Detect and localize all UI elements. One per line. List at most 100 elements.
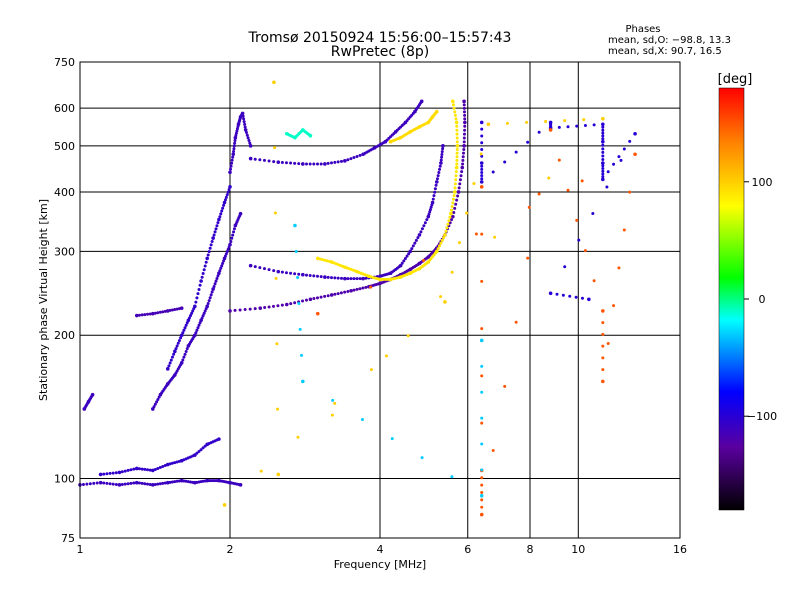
data-point bbox=[606, 170, 610, 174]
data-point bbox=[233, 308, 237, 312]
data-point bbox=[548, 291, 553, 296]
data-point bbox=[427, 212, 431, 216]
data-point bbox=[81, 482, 85, 486]
data-point bbox=[462, 140, 466, 144]
data-point bbox=[440, 155, 444, 159]
data-point bbox=[243, 125, 247, 129]
data-point bbox=[346, 289, 350, 293]
data-point bbox=[454, 202, 458, 206]
data-point bbox=[462, 132, 466, 136]
data-point bbox=[98, 472, 103, 477]
data-point bbox=[95, 481, 99, 485]
colorbar-label: [deg] bbox=[718, 72, 753, 87]
trace-X-upper bbox=[388, 109, 439, 144]
data-point bbox=[343, 276, 347, 281]
data-point bbox=[601, 167, 605, 171]
data-point bbox=[633, 131, 637, 136]
data-point bbox=[601, 128, 605, 132]
data-point bbox=[123, 469, 127, 473]
data-point bbox=[191, 309, 195, 313]
data-point bbox=[143, 467, 147, 471]
data-point bbox=[153, 467, 157, 471]
data-point bbox=[452, 190, 457, 194]
data-point bbox=[315, 162, 319, 166]
data-point bbox=[230, 158, 234, 162]
trace-scatter-warm bbox=[315, 128, 637, 517]
data-point bbox=[158, 465, 162, 469]
data-point bbox=[423, 221, 427, 225]
data-point bbox=[331, 398, 335, 402]
data-point bbox=[480, 134, 484, 138]
y-tick-label: 100 bbox=[54, 473, 75, 486]
data-point bbox=[486, 122, 491, 127]
data-point bbox=[242, 117, 246, 121]
data-point bbox=[548, 128, 553, 132]
data-point bbox=[319, 275, 323, 279]
data-point bbox=[349, 288, 353, 293]
data-point bbox=[437, 244, 441, 248]
data-point bbox=[273, 146, 277, 150]
data-point bbox=[326, 161, 330, 165]
data-point bbox=[170, 461, 174, 465]
data-point bbox=[238, 211, 243, 216]
data-point bbox=[480, 498, 484, 502]
data-point bbox=[267, 159, 271, 163]
data-point bbox=[398, 263, 403, 268]
data-point bbox=[215, 277, 219, 281]
data-point bbox=[592, 123, 596, 127]
data-point bbox=[134, 480, 139, 485]
data-point bbox=[323, 258, 327, 262]
data-point bbox=[228, 185, 232, 189]
data-point bbox=[193, 304, 197, 309]
x-tick-label: 8 bbox=[527, 543, 534, 556]
trace-X-lower bbox=[315, 99, 460, 282]
data-point bbox=[601, 356, 605, 360]
trace-cyan-patch bbox=[284, 128, 313, 140]
data-point bbox=[458, 182, 462, 186]
data-point bbox=[628, 190, 632, 194]
data-point bbox=[414, 238, 418, 242]
data-point bbox=[173, 308, 177, 312]
data-point bbox=[276, 304, 280, 308]
data-point bbox=[231, 152, 236, 157]
data-point bbox=[165, 480, 170, 485]
data-point bbox=[390, 437, 394, 441]
data-point bbox=[455, 128, 459, 132]
data-point bbox=[275, 342, 279, 346]
data-point bbox=[453, 186, 457, 190]
data-point bbox=[601, 131, 605, 135]
data-point bbox=[455, 155, 459, 159]
data-point bbox=[301, 379, 305, 384]
data-point bbox=[612, 162, 616, 166]
data-point bbox=[434, 249, 439, 254]
data-point bbox=[208, 296, 212, 300]
data-point bbox=[126, 482, 130, 486]
data-point bbox=[439, 295, 443, 299]
data-point bbox=[580, 179, 584, 183]
data-point bbox=[339, 276, 343, 280]
data-point bbox=[232, 147, 236, 151]
data-point bbox=[312, 297, 316, 301]
data-point bbox=[217, 437, 221, 441]
data-point bbox=[480, 141, 484, 145]
data-point bbox=[326, 275, 330, 279]
data-point bbox=[197, 450, 201, 454]
data-point bbox=[161, 465, 165, 469]
data-point bbox=[461, 155, 465, 159]
data-point bbox=[583, 249, 587, 253]
data-point bbox=[547, 176, 551, 180]
data-point bbox=[410, 247, 414, 251]
data-point bbox=[262, 158, 266, 162]
data-point bbox=[333, 401, 337, 405]
data-point bbox=[449, 211, 453, 216]
data-point bbox=[457, 186, 461, 190]
data-point bbox=[206, 253, 210, 257]
data-point bbox=[349, 157, 353, 161]
data-point bbox=[439, 161, 443, 165]
data-point bbox=[204, 260, 208, 264]
data-point bbox=[325, 259, 329, 263]
data-point bbox=[232, 230, 236, 234]
data-point bbox=[232, 150, 236, 154]
data-point bbox=[422, 259, 426, 263]
